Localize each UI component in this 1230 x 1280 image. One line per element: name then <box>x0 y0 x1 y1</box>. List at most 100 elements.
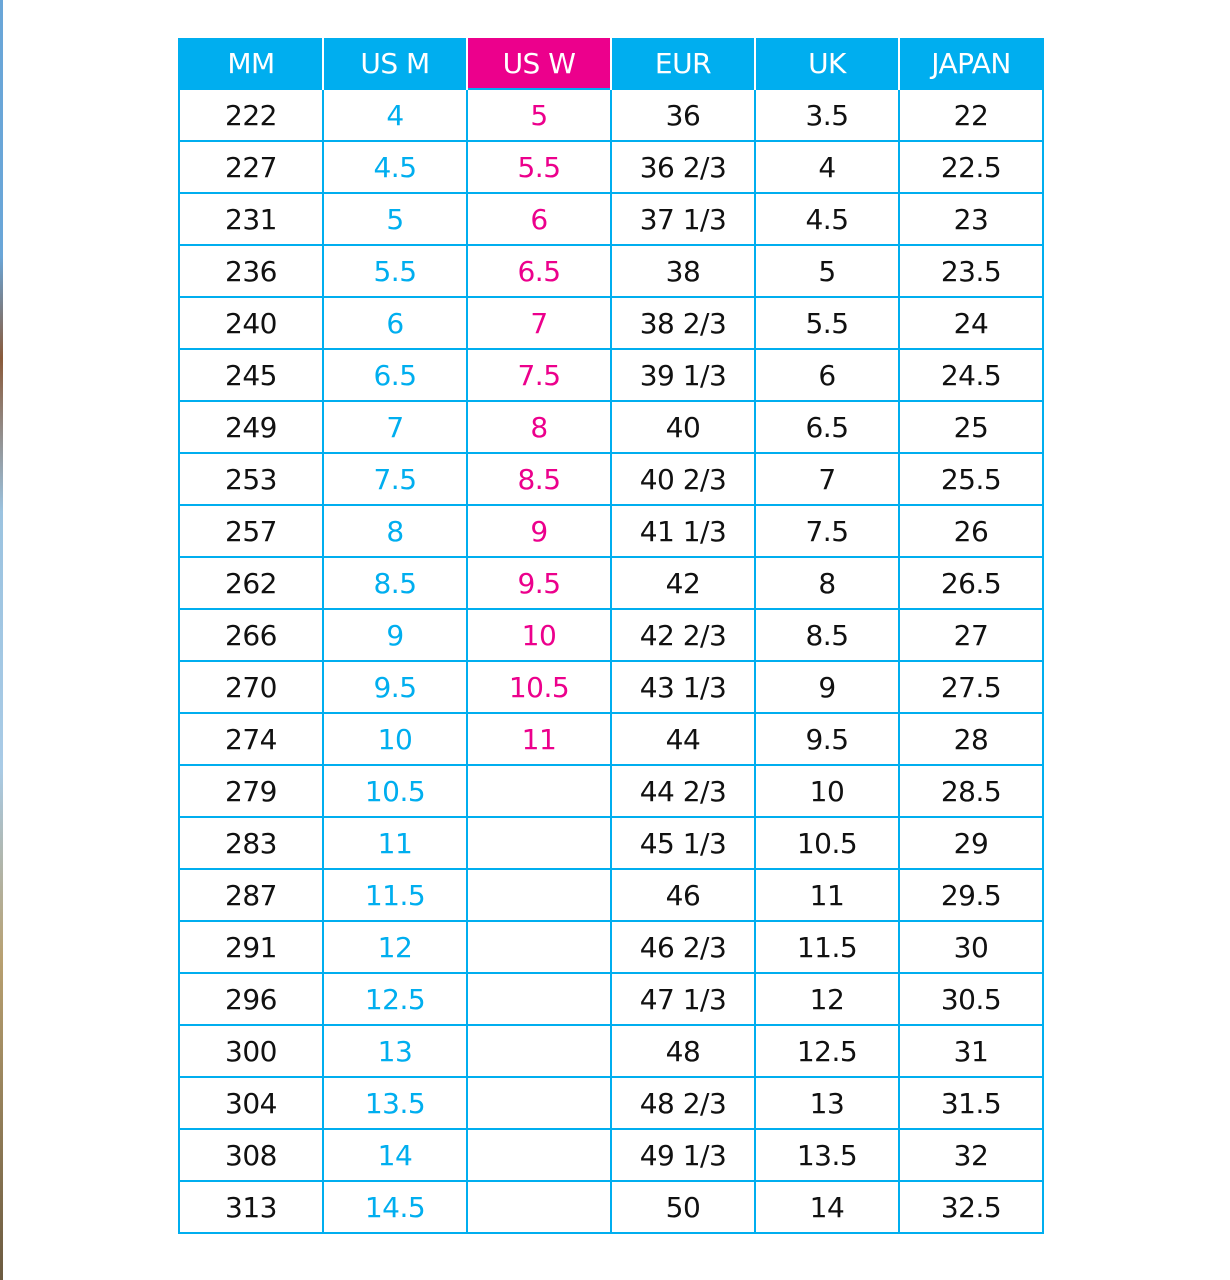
cell-usm: 12 <box>322 920 468 974</box>
cell-japan: 28 <box>898 712 1044 766</box>
cell-japan: 32.5 <box>898 1180 1044 1234</box>
table-row: 287 11.5 46 11 29.5 <box>178 868 1044 922</box>
cell-uk: 8 <box>754 556 900 610</box>
cell-usm: 14 <box>322 1128 468 1182</box>
cell-uk: 5.5 <box>754 296 900 350</box>
cell-uk: 3.5 <box>754 88 900 142</box>
left-edge-strip <box>0 0 3 1280</box>
table-row: 266 9 10 42 2/3 8.5 27 <box>178 608 1044 662</box>
table-row: 253 7.5 8.5 40 2/3 7 25.5 <box>178 452 1044 506</box>
cell-usm: 8.5 <box>322 556 468 610</box>
cell-usm: 12.5 <box>322 972 468 1026</box>
cell-eur: 44 <box>610 712 756 766</box>
cell-uk: 14 <box>754 1180 900 1234</box>
table-row: 222 4 5 36 3.5 22 <box>178 88 1044 142</box>
cell-usm: 4.5 <box>322 140 468 194</box>
cell-mm: 296 <box>178 972 324 1026</box>
header-uk: UK <box>754 38 900 89</box>
table-row: 257 8 9 41 1/3 7.5 26 <box>178 504 1044 558</box>
cell-usw: 9 <box>466 504 612 558</box>
cell-japan: 27 <box>898 608 1044 662</box>
cell-japan: 25.5 <box>898 452 1044 506</box>
cell-usm: 6 <box>322 296 468 350</box>
cell-mm: 304 <box>178 1076 324 1130</box>
cell-mm: 245 <box>178 348 324 402</box>
cell-usm: 4 <box>322 88 468 142</box>
table-row: 313 14.5 50 14 32.5 <box>178 1180 1044 1234</box>
cell-japan: 23 <box>898 192 1044 246</box>
cell-mm: 283 <box>178 816 324 870</box>
cell-usw <box>466 920 612 974</box>
table-row: 236 5.5 6.5 38 5 23.5 <box>178 244 1044 298</box>
cell-uk: 5 <box>754 244 900 298</box>
cell-japan: 22 <box>898 88 1044 142</box>
cell-eur: 36 2/3 <box>610 140 756 194</box>
cell-usm: 5.5 <box>322 244 468 298</box>
cell-mm: 279 <box>178 764 324 818</box>
cell-eur: 46 2/3 <box>610 920 756 974</box>
cell-mm: 253 <box>178 452 324 506</box>
cell-mm: 222 <box>178 88 324 142</box>
cell-eur: 49 1/3 <box>610 1128 756 1182</box>
cell-usm: 14.5 <box>322 1180 468 1234</box>
cell-usw: 6 <box>466 192 612 246</box>
cell-usw <box>466 1076 612 1130</box>
cell-usm: 8 <box>322 504 468 558</box>
cell-mm: 300 <box>178 1024 324 1078</box>
cell-usw: 11 <box>466 712 612 766</box>
cell-eur: 36 <box>610 88 756 142</box>
cell-mm: 262 <box>178 556 324 610</box>
table-row: 245 6.5 7.5 39 1/3 6 24.5 <box>178 348 1044 402</box>
cell-uk: 11.5 <box>754 920 900 974</box>
cell-uk: 6.5 <box>754 400 900 454</box>
cell-uk: 11 <box>754 868 900 922</box>
cell-usw <box>466 1024 612 1078</box>
cell-usm: 9.5 <box>322 660 468 714</box>
cell-eur: 38 <box>610 244 756 298</box>
cell-usm: 7.5 <box>322 452 468 506</box>
cell-usw <box>466 1128 612 1182</box>
cell-mm: 287 <box>178 868 324 922</box>
cell-usw <box>466 816 612 870</box>
cell-eur: 42 2/3 <box>610 608 756 662</box>
cell-eur: 41 1/3 <box>610 504 756 558</box>
cell-mm: 236 <box>178 244 324 298</box>
cell-eur: 43 1/3 <box>610 660 756 714</box>
table-row: 296 12.5 47 1/3 12 30.5 <box>178 972 1044 1026</box>
cell-mm: 257 <box>178 504 324 558</box>
cell-mm: 227 <box>178 140 324 194</box>
cell-japan: 31 <box>898 1024 1044 1078</box>
cell-usm: 10 <box>322 712 468 766</box>
cell-usw: 8 <box>466 400 612 454</box>
cell-japan: 29.5 <box>898 868 1044 922</box>
cell-mm: 231 <box>178 192 324 246</box>
cell-eur: 39 1/3 <box>610 348 756 402</box>
cell-usw: 8.5 <box>466 452 612 506</box>
cell-usw: 7 <box>466 296 612 350</box>
cell-mm: 270 <box>178 660 324 714</box>
cell-mm: 308 <box>178 1128 324 1182</box>
cell-usm: 7 <box>322 400 468 454</box>
cell-japan: 32 <box>898 1128 1044 1182</box>
cell-usm: 11.5 <box>322 868 468 922</box>
table-row: 283 11 45 1/3 10.5 29 <box>178 816 1044 870</box>
cell-usw <box>466 868 612 922</box>
cell-japan: 28.5 <box>898 764 1044 818</box>
table-row: 291 12 46 2/3 11.5 30 <box>178 920 1044 974</box>
cell-uk: 7.5 <box>754 504 900 558</box>
cell-uk: 4.5 <box>754 192 900 246</box>
table-row: 304 13.5 48 2/3 13 31.5 <box>178 1076 1044 1130</box>
cell-eur: 42 <box>610 556 756 610</box>
cell-usw: 6.5 <box>466 244 612 298</box>
table-row: 270 9.5 10.5 43 1/3 9 27.5 <box>178 660 1044 714</box>
cell-uk: 13.5 <box>754 1128 900 1182</box>
table-row: 249 7 8 40 6.5 25 <box>178 400 1044 454</box>
table-row: 300 13 48 12.5 31 <box>178 1024 1044 1078</box>
cell-japan: 24 <box>898 296 1044 350</box>
cell-eur: 50 <box>610 1180 756 1234</box>
cell-usm: 13 <box>322 1024 468 1078</box>
cell-uk: 6 <box>754 348 900 402</box>
cell-japan: 26.5 <box>898 556 1044 610</box>
header-mm: MM <box>178 38 324 89</box>
cell-uk: 10 <box>754 764 900 818</box>
